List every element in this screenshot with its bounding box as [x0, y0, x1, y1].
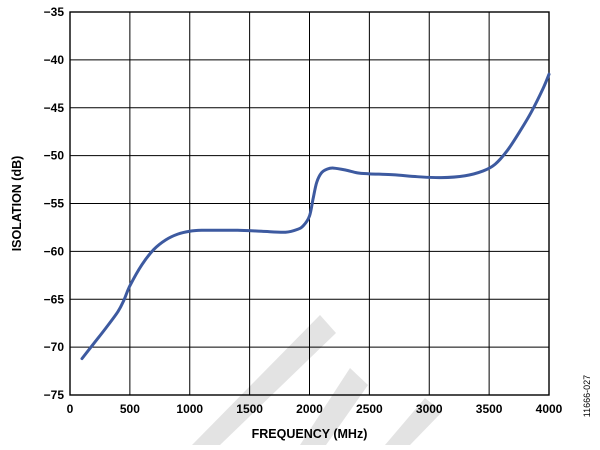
y-tick-label-1: −40: [44, 53, 65, 67]
y-tick-label-8: −75: [44, 388, 65, 402]
y-tick-label-4: −55: [44, 197, 65, 211]
x-tick-label-1: 500: [120, 402, 140, 416]
plot-frame: [69, 11, 550, 396]
y-tick-label-5: −60: [44, 244, 65, 258]
figure-id-label: 11666-027: [582, 375, 592, 417]
isolation-series-line: [80, 72, 551, 361]
x-tick-label-2: 1000: [176, 402, 203, 416]
x-tick-label-4: 2000: [296, 402, 323, 416]
x-axis-title: FREQUENCY (MHz): [252, 427, 368, 441]
x-tick-label-8: 4000: [536, 402, 563, 416]
y-tick-label-6: −65: [44, 292, 65, 306]
x-tick-label-6: 3000: [416, 402, 443, 416]
watermark: [192, 315, 442, 445]
y-axis-title: ISOLATION (dB): [10, 156, 24, 252]
x-tick-label-0: 0: [67, 402, 74, 416]
x-tick-label-3: 1500: [236, 402, 263, 416]
x-tick-label-5: 2500: [356, 402, 383, 416]
y-tick-label-3: −50: [44, 149, 65, 163]
y-axis-tick-labels: −35 −40 −45 −50 −55 −60 −65 −70 −75: [44, 5, 65, 402]
y-tick-label-7: −70: [44, 340, 65, 354]
y-tick-label-2: −45: [44, 101, 65, 115]
x-axis-tick-labels: 0 500 1000 1500 2000 2500 3000 3500 4000: [67, 402, 563, 416]
x-tick-label-7: 3500: [476, 402, 503, 416]
y-tick-label-0: −35: [44, 5, 65, 19]
